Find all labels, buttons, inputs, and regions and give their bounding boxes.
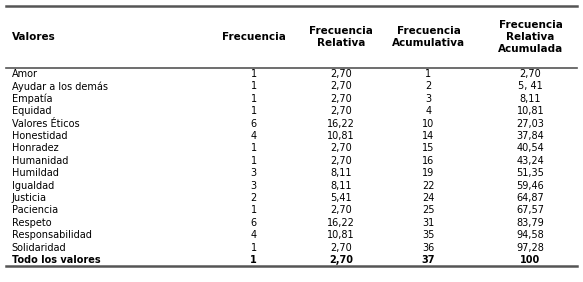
Text: 1: 1 xyxy=(250,255,257,265)
Text: 14: 14 xyxy=(422,131,435,141)
Text: 100: 100 xyxy=(521,255,540,265)
Text: 37: 37 xyxy=(422,255,436,265)
Text: Paciencia: Paciencia xyxy=(12,205,58,215)
Text: Humanidad: Humanidad xyxy=(12,156,68,166)
Text: Responsabilidad: Responsabilidad xyxy=(12,230,92,240)
Text: 37,84: 37,84 xyxy=(517,131,545,141)
Text: 2,70: 2,70 xyxy=(330,156,352,166)
Text: 2,70: 2,70 xyxy=(329,255,353,265)
Text: 4: 4 xyxy=(251,230,257,240)
Text: 36: 36 xyxy=(422,243,435,253)
Text: 2,70: 2,70 xyxy=(519,69,542,79)
Text: 3: 3 xyxy=(426,94,431,104)
Text: 6: 6 xyxy=(251,118,257,129)
Text: 1: 1 xyxy=(251,205,257,215)
Text: 64,87: 64,87 xyxy=(517,193,545,203)
Text: 27,03: 27,03 xyxy=(517,118,545,129)
Text: 8,11: 8,11 xyxy=(331,180,352,191)
Text: Empatía: Empatía xyxy=(12,93,52,104)
Text: 94,58: 94,58 xyxy=(517,230,545,240)
Text: 1: 1 xyxy=(251,243,257,253)
Text: 51,35: 51,35 xyxy=(517,168,545,178)
Text: 83,79: 83,79 xyxy=(517,218,545,228)
Text: 97,28: 97,28 xyxy=(517,243,545,253)
Text: 1: 1 xyxy=(251,81,257,91)
Text: 2,70: 2,70 xyxy=(330,94,352,104)
Text: Honestidad: Honestidad xyxy=(12,131,67,141)
Text: 8,11: 8,11 xyxy=(520,94,541,104)
Text: 2,70: 2,70 xyxy=(330,205,352,215)
Text: 40,54: 40,54 xyxy=(517,143,545,153)
Text: Amor: Amor xyxy=(12,69,38,79)
Text: 2,70: 2,70 xyxy=(330,69,352,79)
Text: 4: 4 xyxy=(251,131,257,141)
Text: 10: 10 xyxy=(422,118,435,129)
Text: 1: 1 xyxy=(251,94,257,104)
Text: Solidaridad: Solidaridad xyxy=(12,243,66,253)
Text: Respeto: Respeto xyxy=(12,218,51,228)
Text: 6: 6 xyxy=(251,218,257,228)
Text: Ayudar a los demás: Ayudar a los demás xyxy=(12,81,108,92)
Text: 22: 22 xyxy=(422,180,435,191)
Text: Todo los valores: Todo los valores xyxy=(12,255,100,265)
Text: Equidad: Equidad xyxy=(12,106,51,116)
Text: 31: 31 xyxy=(422,218,435,228)
Text: 5, 41: 5, 41 xyxy=(518,81,543,91)
Text: Honradez: Honradez xyxy=(12,143,58,153)
Text: 16,22: 16,22 xyxy=(327,218,355,228)
Text: 59,46: 59,46 xyxy=(517,180,545,191)
Text: 1: 1 xyxy=(251,69,257,79)
Text: 10,81: 10,81 xyxy=(327,131,355,141)
Text: 2,70: 2,70 xyxy=(330,106,352,116)
Text: 10,81: 10,81 xyxy=(517,106,545,116)
Text: Valores Éticos: Valores Éticos xyxy=(12,118,79,129)
Text: 1: 1 xyxy=(251,143,257,153)
Text: 24: 24 xyxy=(422,193,435,203)
Text: 1: 1 xyxy=(426,69,431,79)
Text: Valores: Valores xyxy=(12,32,55,42)
Text: 16,22: 16,22 xyxy=(327,118,355,129)
Text: 1: 1 xyxy=(251,156,257,166)
Text: Igualdad: Igualdad xyxy=(12,180,54,191)
Text: 15: 15 xyxy=(422,143,435,153)
Text: 3: 3 xyxy=(251,180,257,191)
Text: Frecuencia
Acumulativa: Frecuencia Acumulativa xyxy=(392,26,465,48)
Text: 19: 19 xyxy=(422,168,435,178)
Text: 16: 16 xyxy=(422,156,435,166)
Text: 4: 4 xyxy=(426,106,431,116)
Text: Justicia: Justicia xyxy=(12,193,47,203)
Text: 2,70: 2,70 xyxy=(330,243,352,253)
Text: 43,24: 43,24 xyxy=(517,156,545,166)
Text: 2,70: 2,70 xyxy=(330,81,352,91)
Text: Frecuencia: Frecuencia xyxy=(222,32,286,42)
Text: Humildad: Humildad xyxy=(12,168,58,178)
Text: 25: 25 xyxy=(422,205,435,215)
Text: 2: 2 xyxy=(251,193,257,203)
Text: 1: 1 xyxy=(251,106,257,116)
Text: Frecuencia
Relativa: Frecuencia Relativa xyxy=(309,26,373,48)
Text: 3: 3 xyxy=(251,168,257,178)
Text: Frecuencia
Relativa
Acumulada: Frecuencia Relativa Acumulada xyxy=(498,20,563,54)
Text: 67,57: 67,57 xyxy=(517,205,545,215)
Text: 2,70: 2,70 xyxy=(330,143,352,153)
Text: 10,81: 10,81 xyxy=(327,230,355,240)
Text: 5,41: 5,41 xyxy=(330,193,352,203)
Text: 2: 2 xyxy=(426,81,431,91)
Text: 8,11: 8,11 xyxy=(331,168,352,178)
Text: 35: 35 xyxy=(422,230,435,240)
